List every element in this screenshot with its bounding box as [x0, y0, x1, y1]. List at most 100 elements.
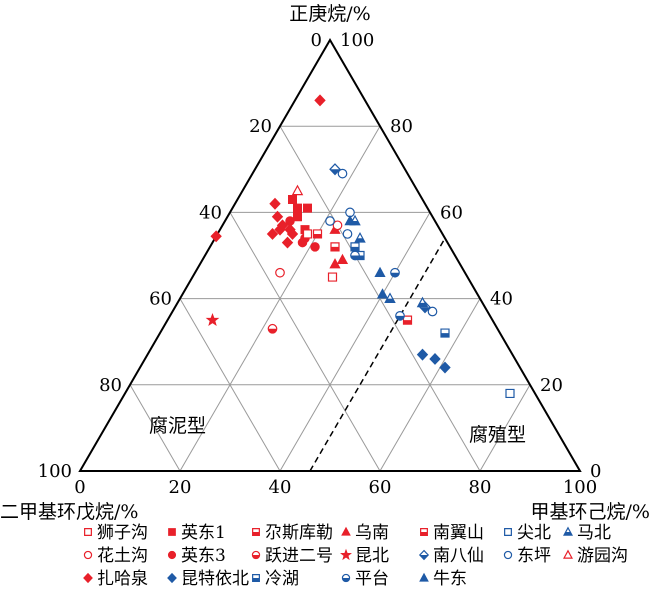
legend-label: 英东3: [181, 546, 226, 566]
region-label: 腐殖型: [469, 424, 526, 446]
legend-item: 尕斯库勒: [252, 523, 333, 543]
axis-label-right: 甲基环己烷/%: [531, 501, 650, 523]
data-point: [416, 296, 429, 308]
tick-label-right: 60: [440, 202, 463, 223]
legend-item: 英东3: [167, 546, 226, 566]
tick-label-right: 40: [490, 289, 513, 310]
grid-line: [479, 384, 531, 472]
tick-labels: 0 0 0 20 20 20 40 40 40 60 60 60 80 80 80 100 100 100: [38, 30, 602, 498]
data-point: [440, 328, 450, 338]
data-point: [293, 212, 302, 222]
data-point: [427, 306, 438, 317]
data-point: [271, 210, 284, 223]
legend-item: 马北: [563, 523, 611, 543]
data-point: [325, 216, 335, 226]
legend-marker: [84, 528, 92, 536]
tick-label-bottom: 0: [74, 477, 85, 498]
legend-marker: [341, 573, 351, 583]
data-point: [327, 272, 338, 282]
data-point: [390, 267, 400, 278]
tick-label-left: 20: [249, 116, 272, 137]
legend-label: 冷湖: [265, 569, 299, 589]
legend-marker: [168, 528, 176, 536]
grid-line: [379, 298, 481, 472]
data-point: [330, 242, 340, 252]
data-point: [439, 361, 451, 374]
legend-marker: [252, 528, 260, 536]
data-point: [376, 288, 389, 299]
legend-label: 平台: [355, 569, 389, 589]
legend-marker: [340, 548, 352, 561]
legend-item: 游园沟: [563, 546, 628, 566]
grid-line: [129, 384, 181, 472]
legend-marker: [341, 526, 351, 536]
legend-label: 扎哈泉: [97, 569, 148, 589]
tick-label-right: 0: [590, 461, 601, 482]
data-point: [293, 203, 302, 213]
data-point: [286, 227, 299, 240]
data-point: [310, 242, 320, 252]
grid-line: [179, 298, 281, 472]
legend-item: 花土沟: [83, 546, 148, 566]
data-point: [374, 266, 386, 277]
legend-marker: [504, 528, 512, 536]
grid-line: [229, 212, 381, 472]
data-point: [342, 229, 353, 239]
data-point: [354, 232, 366, 243]
legend-marker: [83, 550, 93, 560]
legend-label: 昆北: [355, 546, 389, 566]
data-point: [344, 214, 356, 226]
boundary-line: [309, 237, 446, 472]
data-point: [281, 236, 294, 249]
legend-marker: [503, 550, 513, 560]
legend-item: 东坪: [503, 546, 551, 566]
legend-label: 英东1: [181, 523, 226, 543]
data-point: [205, 312, 220, 326]
data-point: [314, 94, 326, 107]
data-point: [312, 229, 323, 239]
data-point: [350, 242, 360, 252]
tick-label-right: 100: [340, 30, 374, 51]
legend-marker: [83, 572, 93, 584]
legend-marker: [563, 526, 573, 536]
legend-marker: [418, 549, 430, 561]
legend-label: 游园沟: [577, 546, 628, 566]
tick-label-bottom: 20: [169, 477, 192, 498]
data-point: [332, 220, 343, 231]
legend-label: 乌南: [355, 523, 389, 543]
data-point: [303, 203, 312, 213]
legend-label: 东坪: [517, 546, 551, 566]
data-point: [505, 388, 515, 399]
legend-item: 平台: [341, 569, 389, 589]
legend-marker: [167, 550, 177, 560]
legend-item: 英东1: [168, 523, 226, 543]
grid-lines: [129, 125, 531, 472]
data-point: [210, 230, 222, 243]
legend-item: 南翼山: [420, 523, 484, 543]
legend-item: 狮子沟: [84, 523, 148, 543]
tick-label-left: 0: [311, 30, 322, 51]
data-point: [291, 184, 304, 196]
data-point: [276, 219, 289, 232]
data-point: [336, 253, 349, 265]
data-point: [350, 250, 360, 261]
legend-label: 马北: [577, 523, 611, 543]
legend-item: 昆北: [340, 546, 389, 566]
legend-label: 狮子沟: [97, 523, 148, 543]
tick-label-right: 20: [540, 375, 563, 396]
data-point: [275, 267, 285, 278]
data-point: [285, 216, 295, 226]
legend-label: 花土沟: [97, 546, 148, 566]
tick-label-left: 100: [38, 461, 72, 482]
data-point: [269, 197, 281, 210]
data-points: [205, 94, 515, 399]
axis-label-left: 二甲基环戊烷/%: [0, 501, 138, 523]
data-point: [395, 310, 405, 321]
data-point: [429, 352, 441, 365]
legend-label: 牛东: [433, 569, 467, 589]
data-point: [267, 323, 278, 334]
legend-marker: [167, 572, 177, 584]
data-point: [337, 168, 348, 179]
